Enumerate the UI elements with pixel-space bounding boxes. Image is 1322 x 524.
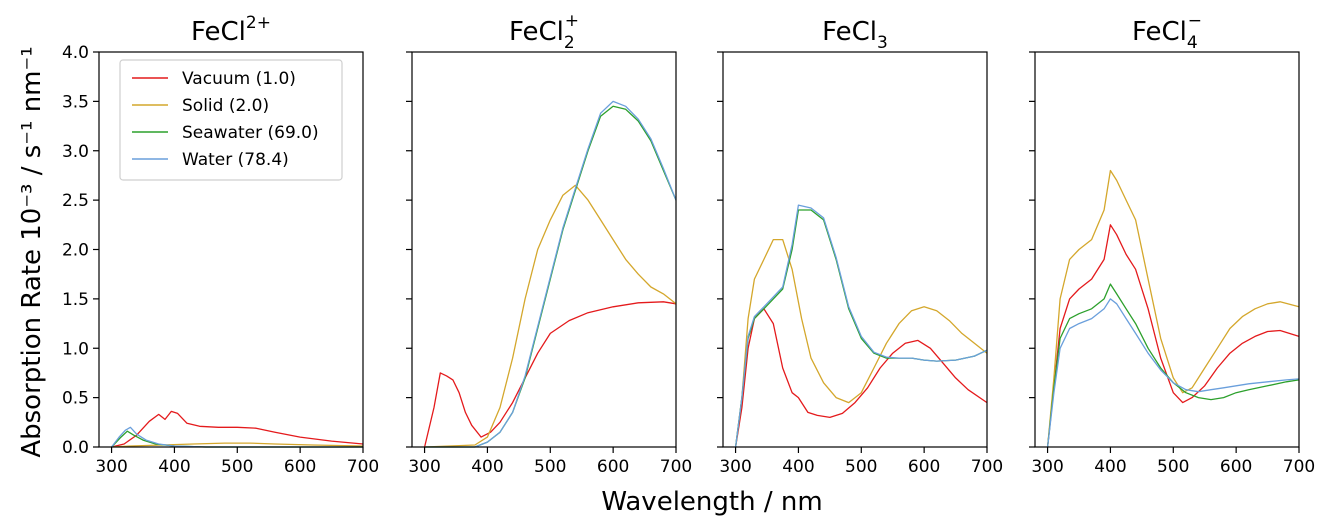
series-line-1 — [111, 410, 364, 448]
y-tick-label: 1.5 — [62, 290, 89, 310]
panel-1: 300 400 500 600 700 0.0 0.5 1.0 1.5 2.0 2.5 3.0 3.5 4… — [62, 13, 379, 477]
x-tick-label: 400 — [158, 457, 190, 477]
x-tick-label: 700 — [971, 457, 1003, 477]
series-line-3 — [1046, 283, 1300, 448]
panel-title: FeCl4− — [1132, 11, 1202, 53]
legend-label: Seawater (69.0) — [182, 123, 319, 143]
series-line-2 — [424, 184, 677, 448]
series-line-4 — [424, 100, 677, 448]
x-tick-label: 300 — [719, 457, 751, 477]
series-line-1 — [1046, 224, 1300, 448]
panel-title: FeCl2+ — [191, 13, 271, 47]
legend-label: Vacuum (1.0) — [182, 69, 296, 89]
panel-title: FeCl3 — [822, 17, 888, 53]
legend: Vacuum (1.0) Solid (2.0) Seawater (69.0) Wa… — [119, 59, 343, 181]
x-tick-label: 500 — [1157, 457, 1189, 477]
plot-frame — [411, 51, 677, 448]
x-tick-label: 500 — [845, 457, 877, 477]
plot-frame — [722, 51, 988, 448]
panel-3: 300 400 500 600 700 FeCl3 — [717, 17, 1003, 477]
y-tick-label: 4.0 — [62, 43, 89, 63]
x-tick-label: 300 — [408, 457, 440, 477]
y-tick-label: 1.0 — [62, 339, 89, 359]
panel-2: 300 400 500 600 700 FeCl2+ — [406, 11, 692, 477]
x-tick-label: 400 — [782, 457, 814, 477]
series-line-3 — [734, 209, 988, 448]
x-tick-label: 600 — [597, 457, 629, 477]
y-tick-label: 0.0 — [62, 438, 89, 458]
x-tick-label: 400 — [1094, 457, 1126, 477]
y-tick-label: 3.0 — [62, 142, 89, 162]
x-tick-label: 300 — [95, 457, 127, 477]
panels: 300 400 500 600 700 0.0 0.5 1.0 1.5 2.0 2.5 3.0 3.5 4… — [62, 11, 1315, 477]
x-tick-label: 600 — [1220, 457, 1252, 477]
x-tick-label: 400 — [471, 457, 503, 477]
series-line-2 — [734, 238, 988, 448]
series-line-4 — [1046, 298, 1300, 448]
series-line-4 — [734, 204, 988, 448]
y-tick-label: 2.0 — [62, 241, 89, 261]
y-axis-label: Absorption Rate 10⁻³ / s⁻¹ nm⁻¹ — [17, 46, 47, 457]
legend-box — [119, 59, 343, 181]
series-line-4 — [111, 426, 363, 448]
series-line-1 — [734, 308, 988, 448]
series-line-2 — [111, 442, 364, 448]
x-tick-label: 600 — [908, 457, 940, 477]
series-line-1 — [423, 301, 677, 448]
x-tick-label: 700 — [1283, 457, 1315, 477]
y-tick-label: 2.5 — [62, 191, 89, 211]
y-tick-label: 0.5 — [62, 389, 89, 409]
x-tick-label: 300 — [1031, 457, 1063, 477]
series-line-2 — [1046, 169, 1300, 448]
panel-4: 300 400 500 600 700 FeCl4− — [1029, 11, 1315, 477]
panel-title: FeCl2+ — [509, 11, 579, 53]
x-axis-label: Wavelength / nm — [601, 487, 822, 517]
x-tick-label: 700 — [347, 457, 379, 477]
x-tick-label: 500 — [221, 457, 253, 477]
x-tick-label: 500 — [534, 457, 566, 477]
legend-label: Water (78.4) — [182, 150, 289, 170]
legend-label: Solid (2.0) — [182, 96, 269, 116]
x-tick-label: 700 — [660, 457, 692, 477]
y-tick-label: 3.5 — [62, 92, 89, 112]
x-tick-label: 600 — [284, 457, 316, 477]
